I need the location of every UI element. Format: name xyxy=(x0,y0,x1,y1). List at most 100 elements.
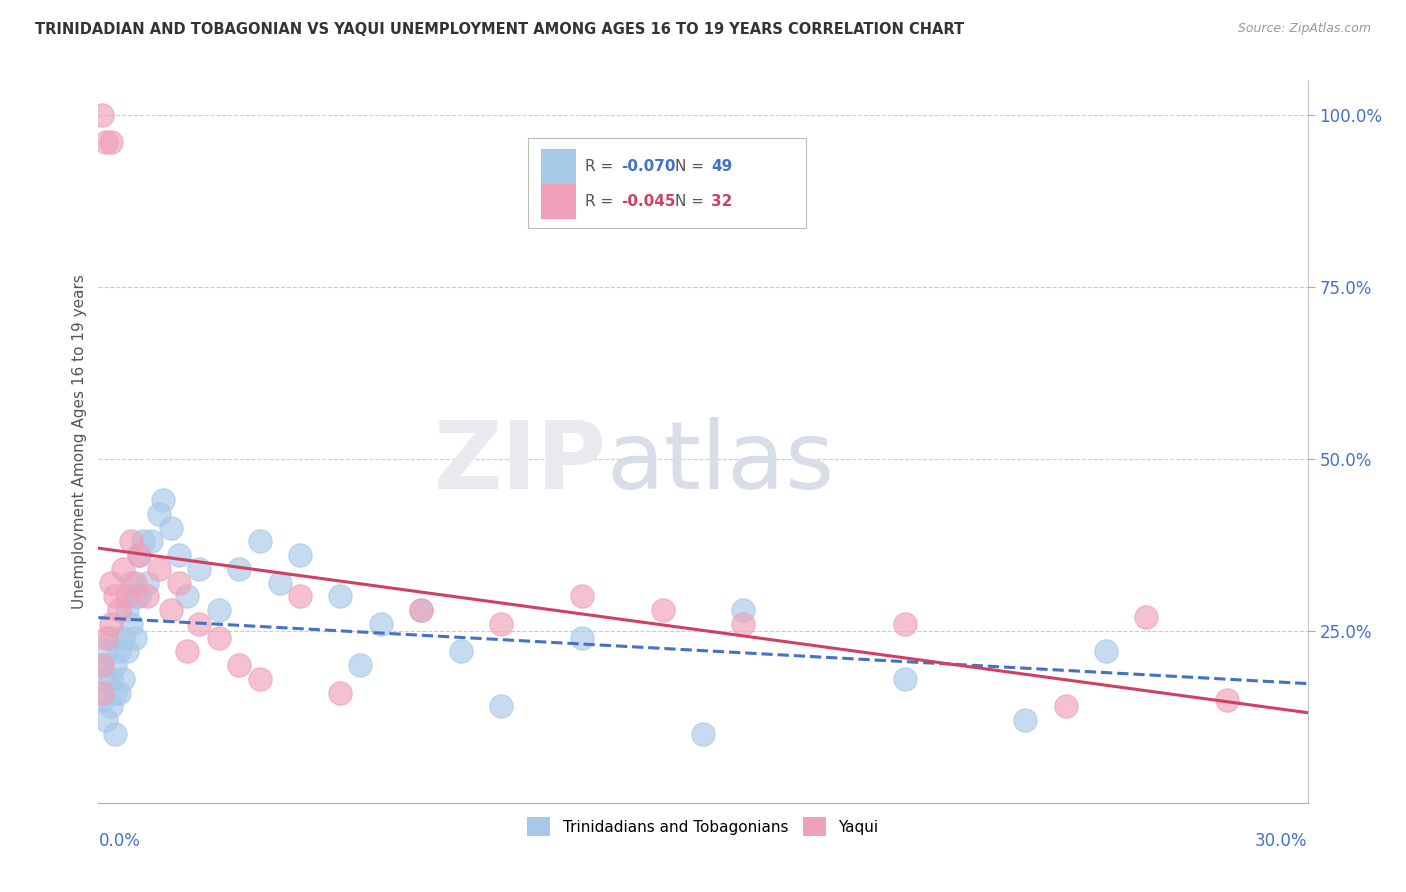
Point xyxy=(120,616,142,631)
Point xyxy=(1135,610,1157,624)
Point xyxy=(91,658,114,673)
Point xyxy=(132,534,155,549)
FancyBboxPatch shape xyxy=(541,149,576,185)
Point xyxy=(571,590,593,604)
Point xyxy=(288,590,311,604)
Text: R =: R = xyxy=(585,194,617,209)
Text: N =: N = xyxy=(675,194,709,209)
Point xyxy=(228,658,250,673)
Point xyxy=(329,686,352,700)
Text: 30.0%: 30.0% xyxy=(1256,831,1308,850)
FancyBboxPatch shape xyxy=(527,138,806,228)
Point xyxy=(128,548,150,562)
Legend: Trinidadians and Tobagonians, Yaqui: Trinidadians and Tobagonians, Yaqui xyxy=(522,811,884,842)
Point xyxy=(120,534,142,549)
Point xyxy=(1054,699,1077,714)
Point xyxy=(124,590,146,604)
Point xyxy=(1095,644,1118,658)
Point xyxy=(692,727,714,741)
Point xyxy=(733,616,755,631)
Point xyxy=(111,631,134,645)
Text: N =: N = xyxy=(675,160,709,175)
Point xyxy=(152,493,174,508)
Text: TRINIDADIAN AND TOBAGONIAN VS YAQUI UNEMPLOYMENT AMONG AGES 16 TO 19 YEARS CORRE: TRINIDADIAN AND TOBAGONIAN VS YAQUI UNEM… xyxy=(35,22,965,37)
Point xyxy=(176,590,198,604)
Point xyxy=(100,135,122,149)
Point xyxy=(148,562,170,576)
Point xyxy=(100,699,122,714)
Point xyxy=(96,672,118,686)
Point xyxy=(491,616,513,631)
Point xyxy=(409,603,432,617)
Text: Source: ZipAtlas.com: Source: ZipAtlas.com xyxy=(1237,22,1371,36)
Text: R =: R = xyxy=(585,160,617,175)
Point xyxy=(111,672,134,686)
Point xyxy=(167,575,190,590)
Point xyxy=(96,135,118,149)
Point xyxy=(176,644,198,658)
Point xyxy=(96,713,118,727)
Point xyxy=(120,575,142,590)
Point xyxy=(249,534,271,549)
Point xyxy=(128,548,150,562)
Point xyxy=(893,616,915,631)
Point xyxy=(160,520,183,534)
Point xyxy=(167,548,190,562)
Point xyxy=(188,562,211,576)
Point xyxy=(249,672,271,686)
Text: 0.0%: 0.0% xyxy=(98,831,141,850)
Point xyxy=(103,727,125,741)
Text: -0.045: -0.045 xyxy=(621,194,675,209)
Point xyxy=(103,686,125,700)
Point xyxy=(128,590,150,604)
Point xyxy=(571,631,593,645)
Point xyxy=(100,631,122,645)
Point xyxy=(91,692,114,706)
Text: -0.070: -0.070 xyxy=(621,160,675,175)
FancyBboxPatch shape xyxy=(541,184,576,219)
Point xyxy=(100,575,122,590)
Point xyxy=(115,603,138,617)
Point xyxy=(124,575,146,590)
Point xyxy=(111,562,134,576)
Point xyxy=(115,590,138,604)
Point xyxy=(160,603,183,617)
Point xyxy=(893,672,915,686)
Text: 49: 49 xyxy=(711,160,733,175)
Point xyxy=(329,590,352,604)
Point xyxy=(208,603,231,617)
Point xyxy=(148,507,170,521)
Y-axis label: Unemployment Among Ages 16 to 19 years: Unemployment Among Ages 16 to 19 years xyxy=(72,274,87,609)
Point xyxy=(91,658,114,673)
Point xyxy=(107,603,129,617)
Text: atlas: atlas xyxy=(606,417,835,509)
Point xyxy=(100,616,122,631)
Text: 32: 32 xyxy=(711,194,733,209)
Point xyxy=(103,590,125,604)
Point xyxy=(91,686,114,700)
Point xyxy=(103,658,125,673)
Point xyxy=(107,686,129,700)
Point xyxy=(188,616,211,631)
Point xyxy=(124,631,146,645)
Point xyxy=(370,616,392,631)
Point xyxy=(409,603,432,617)
Point xyxy=(491,699,513,714)
Point xyxy=(1216,692,1239,706)
Point xyxy=(96,644,118,658)
Point xyxy=(91,108,114,122)
Point xyxy=(115,644,138,658)
Point xyxy=(733,603,755,617)
Point xyxy=(349,658,371,673)
Point xyxy=(139,534,162,549)
Point xyxy=(135,590,157,604)
Point xyxy=(208,631,231,645)
Text: ZIP: ZIP xyxy=(433,417,606,509)
Point xyxy=(96,631,118,645)
Point xyxy=(135,575,157,590)
Point xyxy=(228,562,250,576)
Point xyxy=(100,672,122,686)
Point xyxy=(450,644,472,658)
Point xyxy=(107,644,129,658)
Point xyxy=(269,575,291,590)
